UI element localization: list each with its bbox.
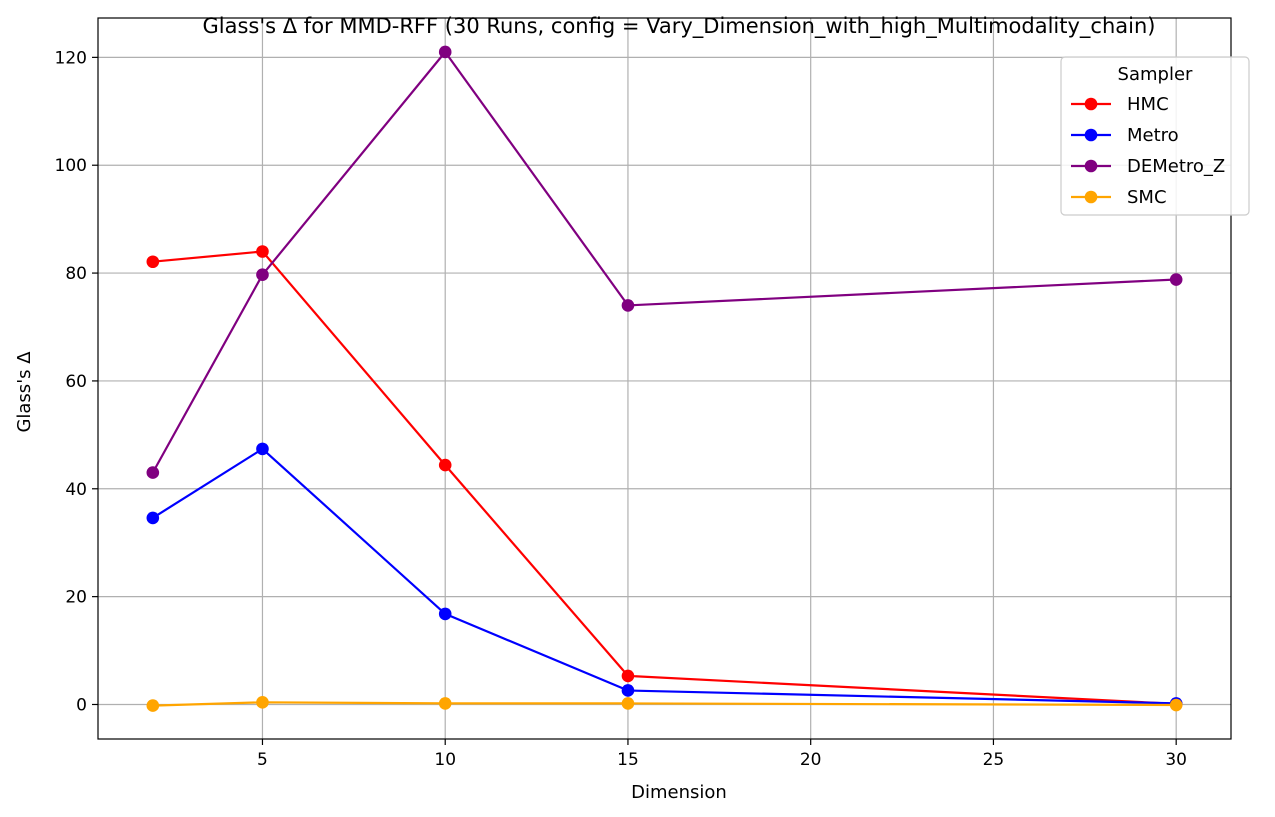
y-tick-label: 20 (65, 588, 87, 608)
series-line-metro (152, 447, 1177, 705)
y-tick-label: 120 (55, 48, 87, 68)
data-point-metro (438, 607, 452, 621)
data-point-smc (1169, 698, 1183, 712)
data-point-demetro_z (438, 45, 452, 59)
data-point-demetro_z (146, 466, 160, 479)
legend-swatch-marker (1084, 190, 1098, 204)
data-point-hmc (438, 458, 452, 472)
x-tick-label: 20 (800, 750, 822, 770)
data-point-demetro_z (256, 268, 269, 281)
y-tick-label: 80 (65, 264, 87, 284)
y-tick-label: 60 (65, 372, 87, 392)
legend-swatch-marker (1084, 159, 1098, 173)
data-point-smc (256, 696, 269, 709)
legend-swatch-marker (1084, 97, 1098, 111)
y-tick-label: 100 (55, 156, 87, 176)
data-point-hmc (621, 669, 635, 683)
tick-marks: 5 10 15 20 25 30 0 20 40 60 80 100 120 (55, 48, 1187, 770)
legend-box (1060, 56, 1250, 216)
series-lines (146, 45, 1183, 712)
plot-frame (97, 17, 1232, 740)
legend-label: Metro (1127, 125, 1179, 146)
x-tick-label: 10 (434, 750, 456, 770)
data-point-hmc (146, 255, 160, 269)
chart-title: Glass's Δ for MMD-RFF (30 Runs, config =… (203, 14, 1156, 39)
data-point-smc (146, 699, 160, 712)
x-axis-label: Dimension (631, 782, 727, 803)
data-point-metro (256, 442, 269, 456)
data-point-metro (146, 511, 160, 525)
data-point-smc (621, 697, 635, 710)
y-tick-label: 0 (76, 695, 87, 715)
y-axis-label: Glass's Δ (14, 351, 35, 433)
x-tick-label: 15 (617, 750, 639, 770)
legend-title: Sampler (1118, 64, 1193, 85)
series-line-demetro_z (151, 50, 1177, 474)
legend-label: DEMetro_Z (1127, 156, 1225, 177)
x-tick-label: 5 (257, 750, 268, 770)
data-point-smc (438, 697, 452, 710)
legend: Sampler HMC Metro DEMetro_Z SMC (1060, 56, 1250, 216)
y-tick-label: 40 (65, 480, 87, 500)
data-point-demetro_z (621, 299, 635, 312)
legend-label: HMC (1127, 94, 1169, 115)
data-point-demetro_z (1169, 273, 1183, 286)
data-point-hmc (256, 245, 269, 258)
data-point-metro (621, 684, 635, 697)
series-line-hmc (152, 250, 1177, 705)
x-tick-label: 30 (1165, 750, 1187, 770)
legend-swatch-marker (1084, 128, 1098, 142)
x-tick-label: 25 (983, 750, 1005, 770)
legend-label: SMC (1127, 187, 1167, 208)
